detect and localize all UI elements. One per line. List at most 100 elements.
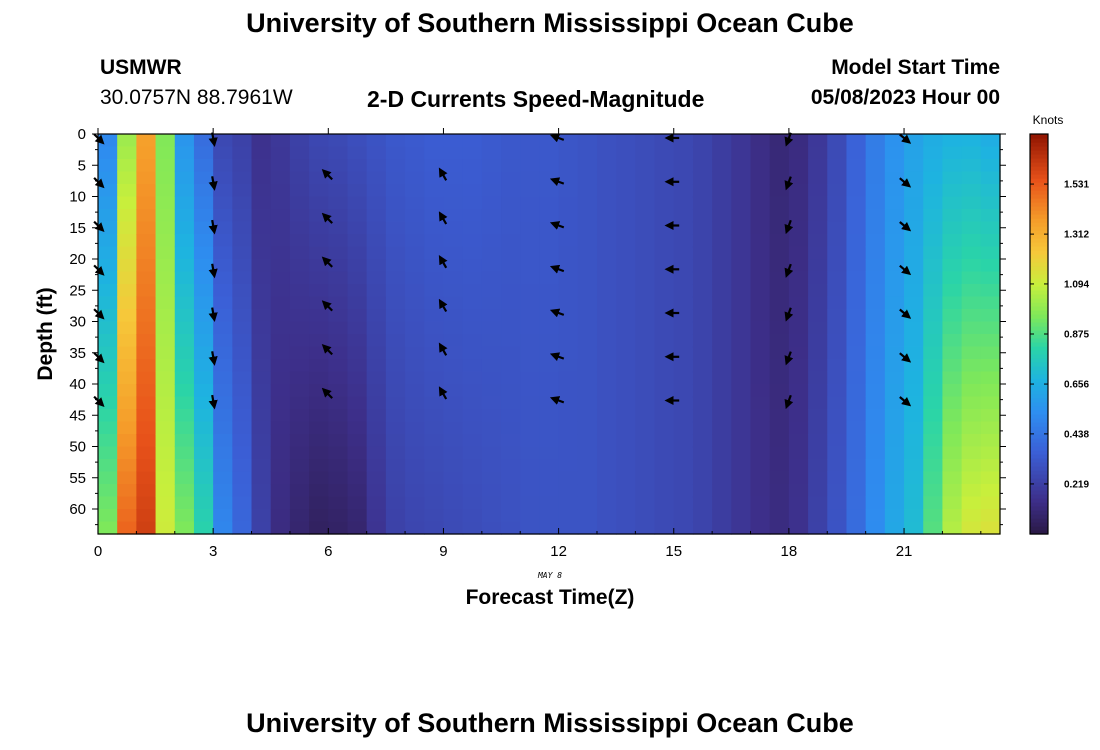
heatmap-cell [347, 271, 368, 285]
heatmap-cell [904, 509, 924, 523]
heatmap-cell [462, 384, 483, 398]
heatmap-cell [692, 384, 713, 398]
heatmap-cell [520, 321, 540, 335]
heatmap-cell [846, 421, 867, 435]
colorbar-swatch [1030, 482, 1048, 487]
heatmap-cell [980, 196, 1001, 210]
x-axis-title: Forecast Time(Z) [466, 586, 635, 609]
colorbar-swatch [1030, 342, 1048, 347]
heatmap-cell [596, 421, 617, 435]
heatmap-cell [405, 221, 425, 235]
heatmap-cell [961, 146, 982, 160]
heatmap-cell [980, 146, 1001, 160]
heatmap-cell [213, 259, 233, 273]
heatmap-cell [251, 359, 272, 373]
heatmap-cell [501, 184, 521, 198]
heatmap-cell [366, 459, 387, 473]
current-vector-arrow [208, 394, 218, 410]
heatmap-cell [654, 384, 675, 398]
heatmap-cell [539, 321, 560, 335]
heatmap-cell [443, 521, 464, 535]
heatmap-cell [769, 521, 790, 535]
heatmap-cell [750, 284, 771, 298]
heatmap-cell [750, 434, 771, 448]
heatmap-cell [539, 271, 560, 285]
heatmap-cell [654, 184, 675, 198]
current-vector-arrow [549, 264, 565, 274]
heatmap-cell [692, 409, 713, 423]
heatmap-cell [309, 221, 329, 235]
heatmap-cell [692, 184, 713, 198]
heatmap-cell [520, 159, 540, 173]
heatmap-cell [117, 471, 137, 485]
colorbar-swatch [1030, 318, 1048, 323]
heatmap-cell [616, 359, 636, 373]
heatmap-cell [808, 209, 828, 223]
colorbar-swatch [1030, 246, 1048, 251]
heatmap-cell [155, 171, 176, 185]
heatmap-cell [520, 446, 540, 460]
heatmap-cell [788, 184, 809, 198]
colorbar-swatch [1030, 422, 1048, 427]
heatmap-cell [577, 496, 598, 510]
colorbar-swatch [1030, 374, 1048, 379]
heatmap-cell [673, 146, 694, 160]
heatmap-cell [289, 346, 310, 360]
heatmap-cell [328, 496, 349, 510]
heatmap-cell [481, 171, 502, 185]
heatmap-cell [98, 434, 118, 448]
heatmap-cell [289, 321, 310, 335]
heatmap-cell [846, 371, 867, 385]
heatmap-cell [328, 321, 349, 335]
heatmap-cell [616, 446, 636, 460]
colorbar-swatch [1030, 258, 1048, 263]
colorbar-swatch [1030, 206, 1048, 211]
heatmap-cell [309, 246, 329, 260]
heatmap-cell [193, 496, 214, 510]
colorbar-swatch [1030, 486, 1048, 491]
heatmap-cell [750, 134, 771, 148]
heatmap-cell [481, 246, 502, 260]
colorbar-swatch [1030, 446, 1048, 451]
heatmap-cell [769, 421, 790, 435]
heatmap-cell [731, 146, 752, 160]
heatmap-cell [309, 434, 329, 448]
heatmap-cell [136, 296, 157, 310]
heatmap-cell [501, 346, 521, 360]
heatmap-cell [558, 409, 579, 423]
heatmap-cell [712, 234, 732, 248]
heatmap-cell [788, 471, 809, 485]
heatmap-cell [136, 446, 157, 460]
current-vector-arrow [899, 308, 912, 319]
heatmap-cell [884, 159, 905, 173]
heatmap-cell [635, 396, 656, 410]
colorbar-swatch [1030, 214, 1048, 219]
heatmap-cell [769, 234, 790, 248]
heatmap-cell [270, 421, 291, 435]
heatmap-cell [712, 309, 732, 323]
heatmap-cell [98, 496, 118, 510]
heatmap-cell [385, 234, 406, 248]
heatmap-cell [539, 359, 560, 373]
current-vector-arrow [321, 387, 333, 399]
heatmap-cell [596, 284, 617, 298]
heatmap-cell [788, 234, 809, 248]
heatmap-cell [462, 509, 483, 523]
heatmap-cell [596, 359, 617, 373]
heatmap-cell [750, 334, 771, 348]
heatmap-cell [635, 484, 656, 498]
heatmap-cell [117, 271, 137, 285]
heatmap-cell [980, 134, 1001, 148]
heatmap-cell [117, 309, 137, 323]
heatmap-cell [673, 446, 694, 460]
heatmap-cell [347, 184, 368, 198]
heatmap-cell [424, 359, 445, 373]
colorbar-swatch [1030, 502, 1048, 507]
heatmap-cell [884, 309, 905, 323]
heatmap-cell [788, 309, 809, 323]
heatmap-cell [328, 196, 349, 210]
heatmap-cell [462, 184, 483, 198]
heatmap-cell [692, 471, 713, 485]
heatmap-cell [846, 196, 867, 210]
heatmap-cell [596, 134, 617, 148]
